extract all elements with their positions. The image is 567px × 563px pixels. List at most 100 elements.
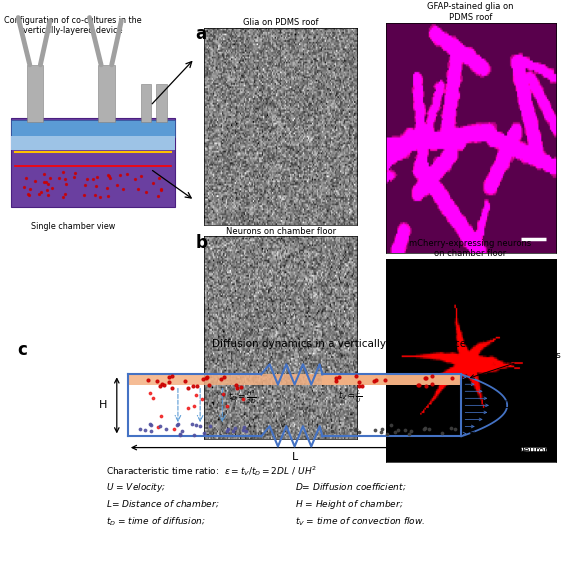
Point	[102, 184, 111, 193]
Point	[43, 186, 52, 195]
Text: $U$ = Velocity;: $U$ = Velocity;	[105, 481, 166, 494]
Point	[170, 425, 179, 434]
Point	[91, 191, 100, 200]
Point	[158, 380, 167, 389]
Point	[173, 421, 182, 430]
Point	[34, 190, 43, 199]
FancyBboxPatch shape	[27, 65, 43, 122]
Point	[354, 377, 363, 386]
Point	[354, 382, 363, 391]
Point	[165, 378, 174, 387]
Point	[156, 185, 165, 194]
Point	[154, 173, 163, 182]
Point	[427, 379, 436, 388]
Point	[70, 172, 79, 181]
Point	[177, 426, 186, 435]
FancyBboxPatch shape	[11, 118, 175, 207]
Point	[155, 381, 164, 390]
Point	[105, 173, 114, 182]
Point	[164, 373, 173, 382]
Point	[200, 428, 209, 437]
Point	[26, 185, 35, 194]
Point	[404, 430, 413, 439]
Point	[62, 180, 71, 189]
Title: GFAP-stained glia on
PDMS roof: GFAP-stained glia on PDMS roof	[428, 2, 514, 22]
Point	[191, 421, 200, 430]
Point	[448, 374, 457, 383]
Point	[19, 183, 28, 192]
Point	[61, 175, 70, 184]
Point	[428, 372, 437, 381]
Point	[61, 189, 70, 198]
FancyBboxPatch shape	[156, 84, 167, 122]
Text: $t_D = \frac{H^2}{2D}$: $t_D = \frac{H^2}{2D}$	[228, 388, 256, 405]
Point	[71, 168, 80, 177]
Point	[31, 177, 40, 186]
FancyBboxPatch shape	[98, 65, 115, 122]
Point	[25, 190, 34, 199]
Point	[219, 372, 229, 381]
Point	[381, 375, 390, 384]
Point	[47, 184, 56, 193]
Point	[407, 426, 416, 435]
Point	[231, 381, 240, 390]
Point	[116, 171, 125, 180]
Point	[103, 191, 112, 200]
Point	[59, 193, 68, 202]
Point	[377, 428, 386, 437]
Point	[37, 187, 46, 196]
Point	[192, 382, 201, 391]
Text: b: b	[196, 234, 208, 252]
Point	[421, 374, 430, 383]
Point	[154, 191, 163, 200]
Point	[159, 381, 168, 390]
Text: $D$= Diffusion coefficient;: $D$= Diffusion coefficient;	[295, 481, 406, 492]
Point	[414, 381, 423, 390]
FancyBboxPatch shape	[141, 84, 151, 122]
Point	[130, 175, 139, 184]
Point	[424, 425, 433, 434]
Point	[382, 430, 391, 439]
Point	[152, 377, 161, 386]
Point	[205, 422, 214, 431]
Title: mCherry-expressing neurons
on chamber floor: mCherry-expressing neurons on chamber fl…	[409, 239, 532, 258]
Point	[188, 420, 197, 429]
Point	[334, 373, 343, 382]
Text: Neurons: Neurons	[471, 432, 555, 455]
Point	[450, 425, 459, 434]
Point	[162, 425, 171, 434]
Point	[136, 425, 145, 434]
Point	[58, 168, 67, 177]
Point	[438, 428, 447, 437]
Point	[104, 171, 113, 180]
Point	[146, 420, 155, 429]
Point	[92, 182, 101, 191]
Point	[133, 185, 142, 194]
Point	[82, 175, 91, 184]
Point	[230, 423, 239, 432]
Point	[155, 422, 164, 431]
Point	[43, 190, 52, 199]
Text: $L$= Distance of chamber;: $L$= Distance of chamber;	[105, 498, 219, 509]
Point	[45, 173, 54, 182]
Point	[22, 173, 31, 182]
Point	[176, 430, 185, 439]
Point	[154, 422, 163, 431]
Point	[122, 169, 132, 178]
Text: $H$ = Height of chamber;: $H$ = Height of chamber;	[295, 498, 403, 511]
Point	[217, 374, 226, 383]
Text: U: U	[503, 400, 511, 410]
Point	[184, 383, 193, 392]
FancyBboxPatch shape	[323, 374, 462, 385]
Point	[446, 424, 455, 433]
Point	[354, 427, 363, 436]
Point	[103, 170, 112, 179]
Point	[79, 191, 88, 200]
Point	[195, 421, 204, 430]
Point	[201, 373, 210, 382]
Text: L: L	[291, 452, 298, 462]
Point	[236, 382, 246, 391]
Point	[183, 404, 192, 413]
Point	[137, 172, 146, 181]
Point	[180, 376, 189, 385]
